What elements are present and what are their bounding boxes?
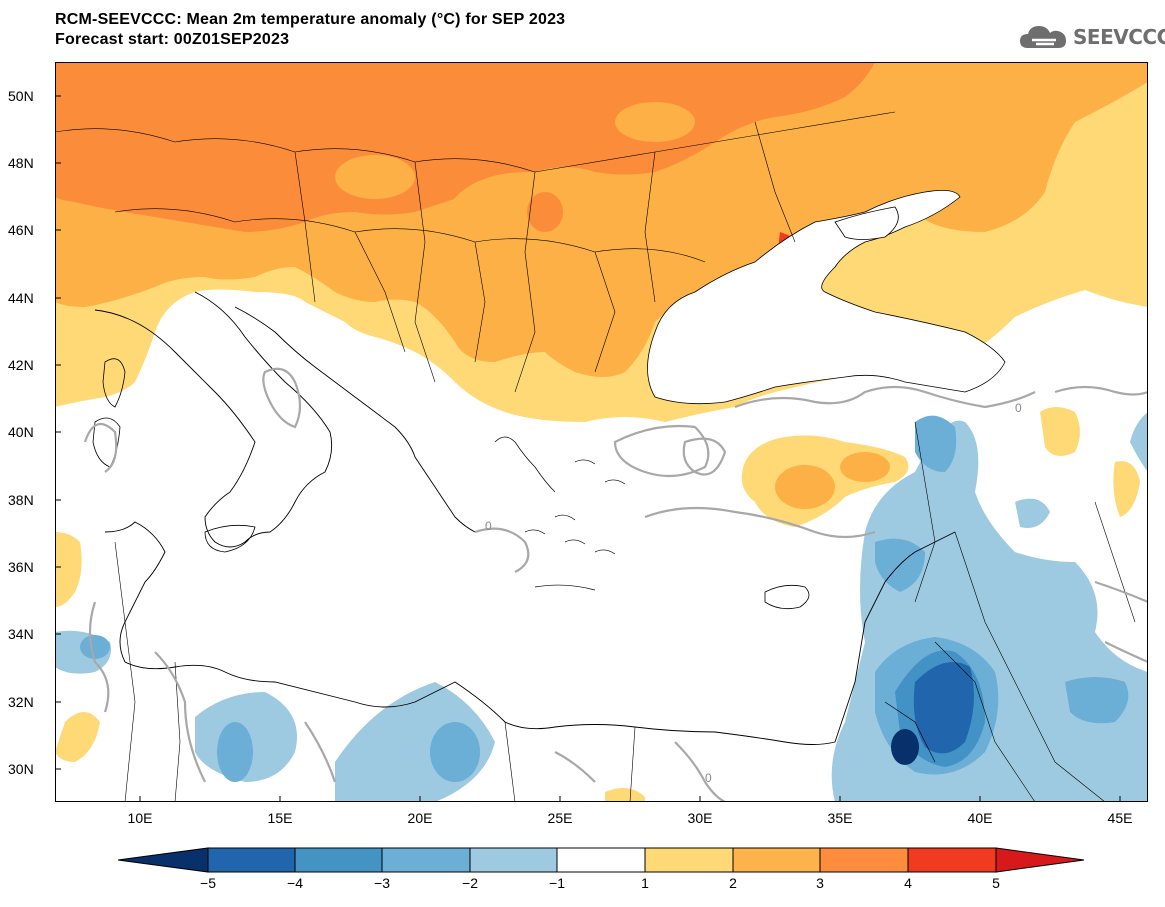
colorbar-swatch <box>556 847 646 873</box>
lon-label: 25E <box>547 810 573 826</box>
contour-label: 0 <box>485 519 492 533</box>
lat-label: 46N <box>8 222 34 238</box>
lat-label: 36N <box>8 559 34 575</box>
map-title: RCM-SEEVCCC: Mean 2m temperature anomaly… <box>55 11 566 28</box>
lon-label: 30E <box>687 810 713 826</box>
lat-label: 40N <box>8 424 34 440</box>
cloud-icon <box>1020 26 1066 48</box>
colorbar-label: −2 <box>462 875 478 891</box>
contour-label: 0 <box>1015 401 1022 415</box>
black-sea <box>647 189 1006 405</box>
colorbar-swatch <box>294 847 383 873</box>
lat-label: 32N <box>8 694 34 710</box>
colorbar-swatch <box>907 847 997 873</box>
colorbar-swatch <box>819 847 909 873</box>
colorbar-arrow-high <box>995 847 1085 873</box>
lat-label: 30N <box>8 761 34 777</box>
lon-label: 45E <box>1107 810 1133 826</box>
contour-label: 0 <box>705 771 712 785</box>
lon-label: 15E <box>267 810 293 826</box>
colorbar-swatch <box>644 847 734 873</box>
colorbar-label: −3 <box>374 875 390 891</box>
lat-label: 42N <box>8 357 34 373</box>
colorbar-label: 5 <box>992 875 1000 891</box>
colorbar-arrow-low <box>118 847 209 873</box>
colorbar-label: −4 <box>287 875 303 891</box>
lon-label: 40E <box>967 810 993 826</box>
colorbar-label: −1 <box>549 875 565 891</box>
lat-label: 50N <box>8 88 34 104</box>
colorbar-label: −5 <box>200 875 216 891</box>
lon-label: 20E <box>407 810 433 826</box>
title-block: RCM-SEEVCCC: Mean 2m temperature anomaly… <box>55 10 565 50</box>
colorbar-swatch <box>469 847 558 873</box>
lat-label: 48N <box>8 155 34 171</box>
colorbar-swatch <box>732 847 821 873</box>
colorbar-swatch <box>207 847 296 873</box>
colorbar-label: 1 <box>641 875 649 891</box>
lat-label: 34N <box>8 626 34 642</box>
forecast-start: Forecast start: 00Z01SEP2023 <box>55 31 290 48</box>
colorbar-label: 2 <box>729 875 737 891</box>
colorbar-label: 3 <box>816 875 824 891</box>
colorbar-swatch <box>381 847 471 873</box>
seevccc-logo: SEEVCCC <box>1018 20 1165 54</box>
anomaly-map: 0 0 0 <box>55 62 1148 802</box>
mediterranean-coast <box>94 291 333 548</box>
lat-label: 44N <box>8 290 34 306</box>
lon-label: 35E <box>827 810 853 826</box>
colorbar <box>118 847 1085 873</box>
logo-text: SEEVCCC <box>1073 25 1165 49</box>
lat-label: 38N <box>8 492 34 508</box>
lon-label: 10E <box>127 810 153 826</box>
colorbar-label: 4 <box>904 875 912 891</box>
